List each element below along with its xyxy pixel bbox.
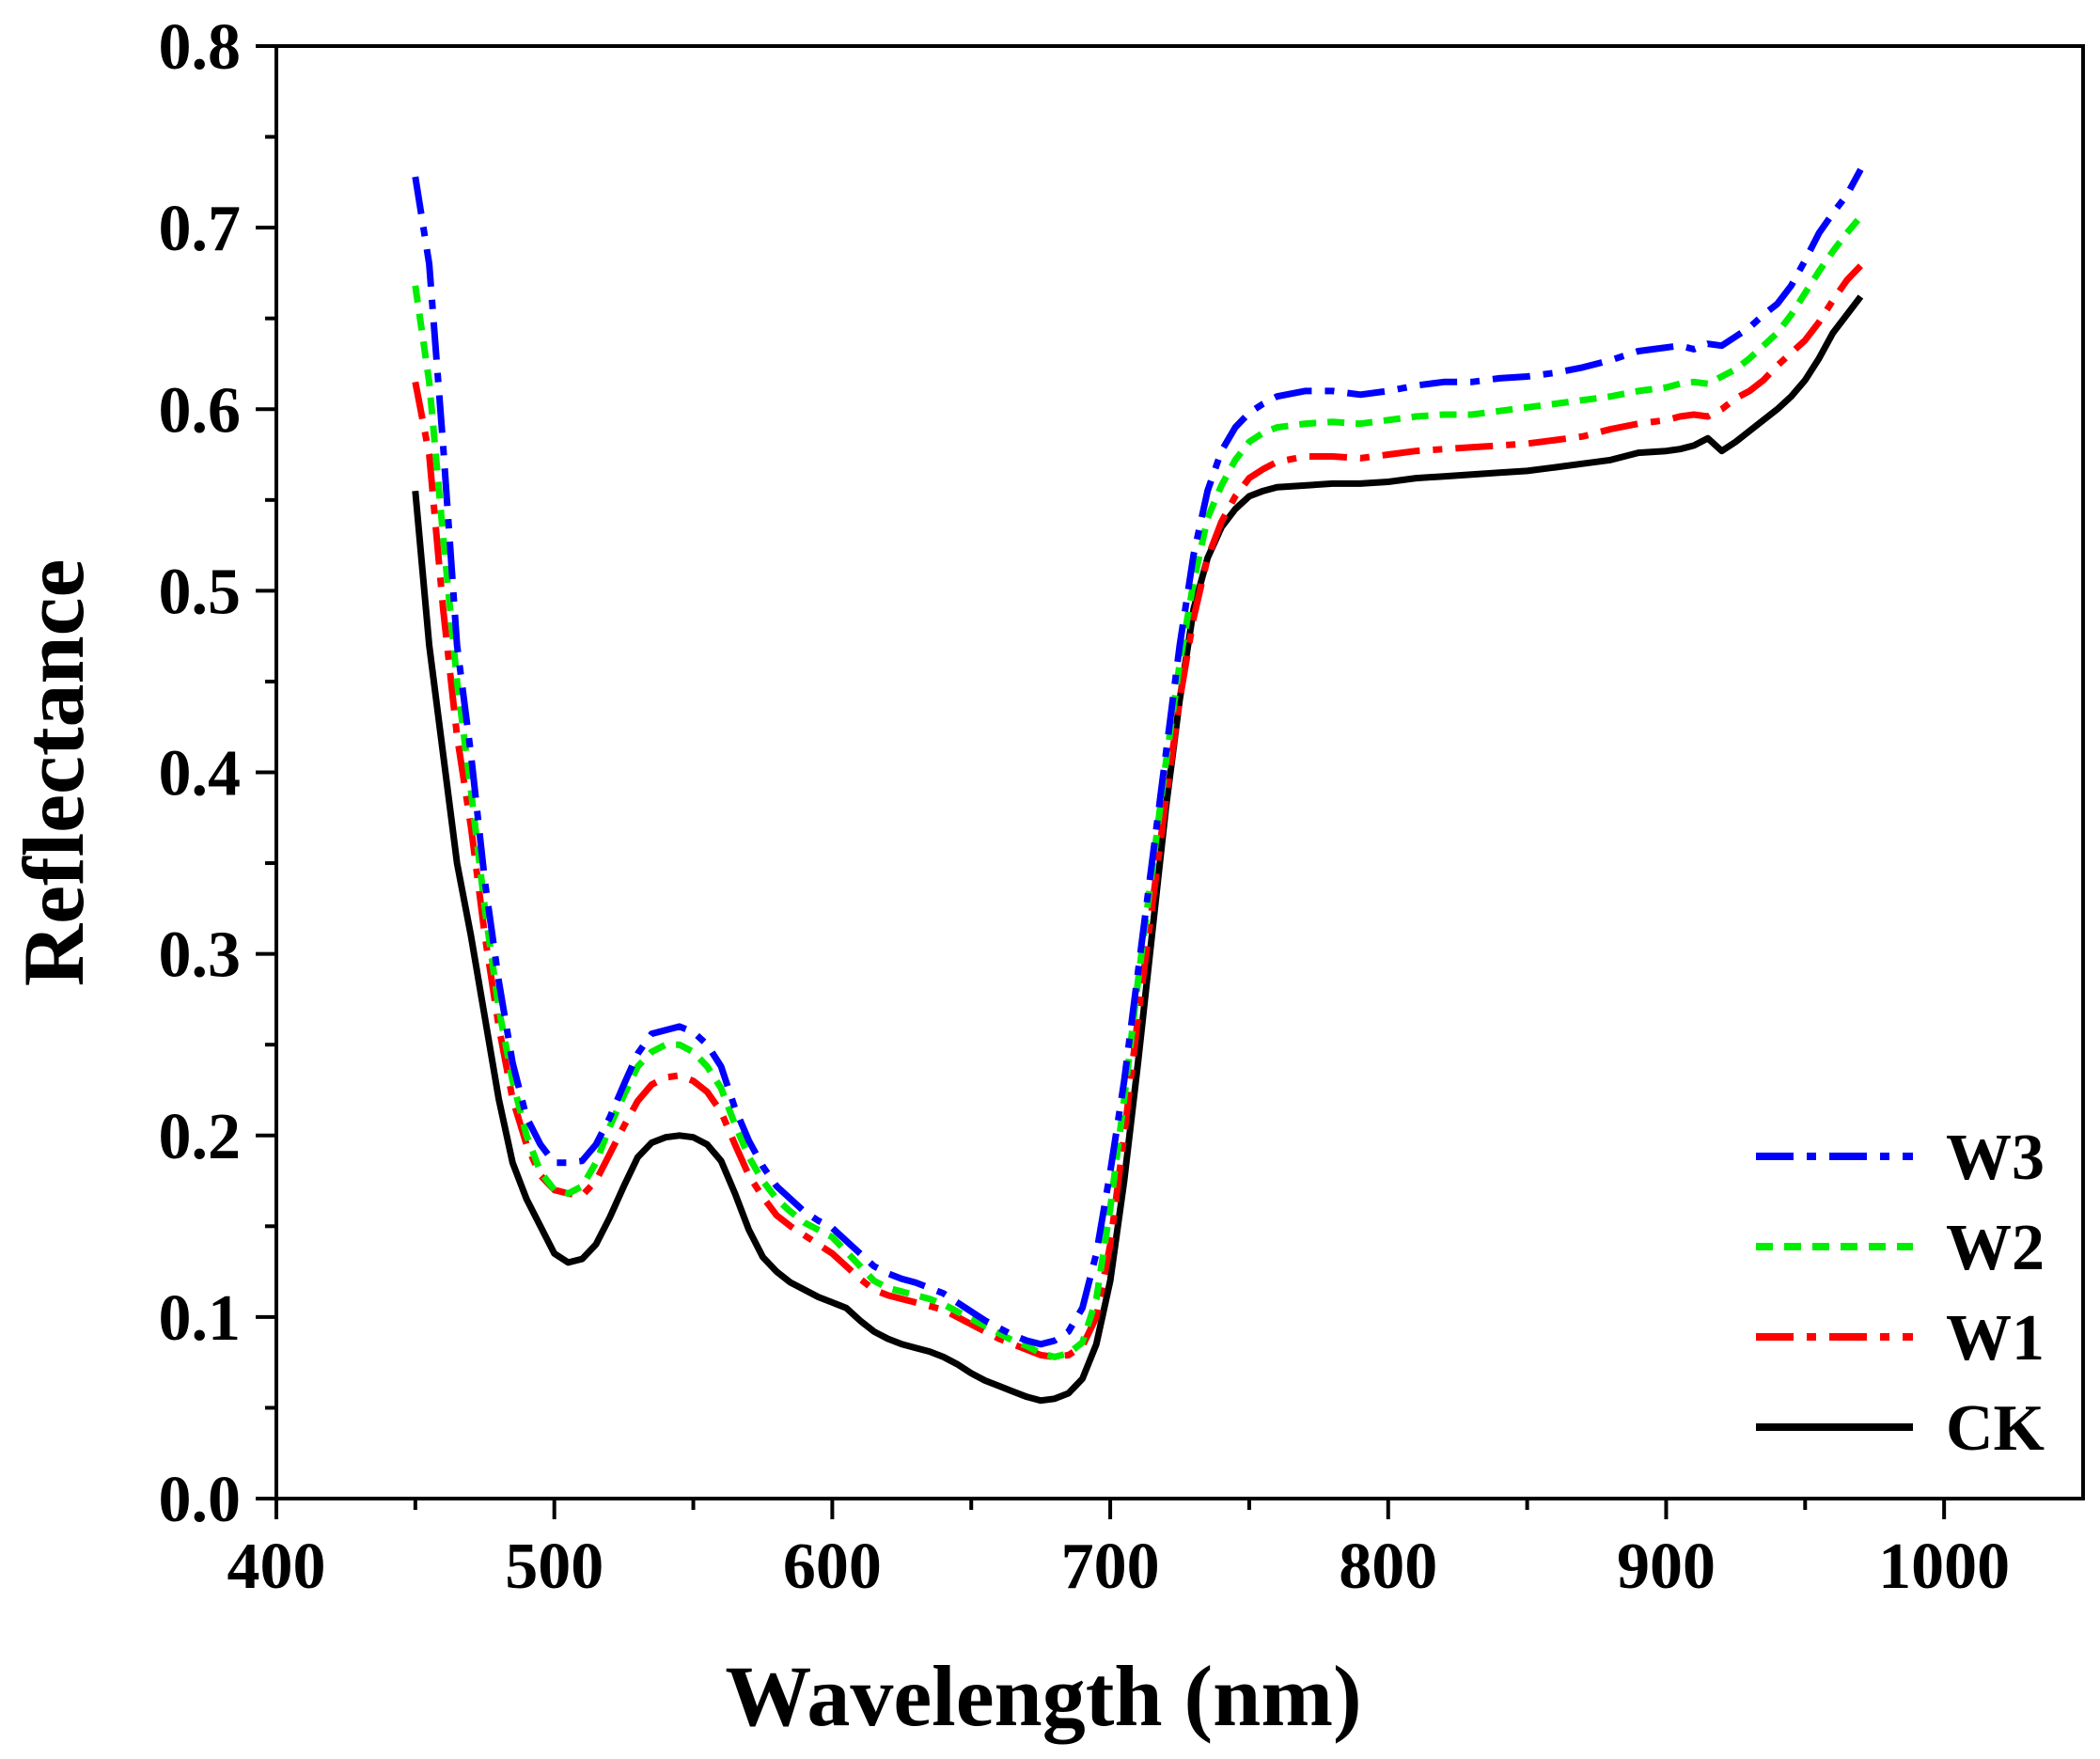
- y-axis-title: Reflectance: [6, 559, 102, 987]
- y-tick-label: 0.3: [159, 919, 242, 992]
- x-tick-label: 500: [505, 1531, 603, 1603]
- y-tick-label: 0.7: [159, 193, 242, 265]
- legend-label-w2: W2: [1946, 1212, 2045, 1284]
- series-line-ck: [412, 294, 1864, 1405]
- x-tick-label: 1000: [1878, 1531, 2010, 1603]
- x-tick-label: 400: [227, 1531, 326, 1603]
- series-line-w2: [412, 214, 1864, 1360]
- y-tick-label: 0.5: [159, 556, 242, 628]
- x-axis-title: Wavelength (nm): [725, 1648, 1361, 1744]
- y-tick-label: 0.1: [159, 1282, 242, 1355]
- y-tick-label: 0.0: [159, 1464, 242, 1536]
- x-tick-label: 800: [1339, 1531, 1437, 1603]
- plot-frame: [274, 44, 2085, 1500]
- x-tick-label: 700: [1061, 1531, 1160, 1603]
- y-tick-label: 0.2: [159, 1101, 242, 1173]
- legend-label-w1: W1: [1946, 1302, 2045, 1374]
- y-tick-label: 0.4: [159, 738, 242, 810]
- y-tick-label: 0.6: [159, 374, 242, 447]
- series-line-w3: [412, 167, 1864, 1348]
- series-lines: [412, 167, 1864, 1405]
- legend-label-w3: W3: [1946, 1122, 2045, 1194]
- tick-labels: 400 500 600 700 800 900 1000 0.0 0.1 0.2 0.3 0.4 0.5…: [159, 11, 2011, 1603]
- x-tick-label: 600: [783, 1531, 882, 1603]
- x-tick-label: 900: [1617, 1531, 1716, 1603]
- legend: W3 W2 W1 CK: [1756, 1122, 2045, 1465]
- series-line-w1: [412, 263, 1863, 1360]
- legend-label-ck: CK: [1946, 1392, 2045, 1465]
- y-tick-label: 0.8: [159, 11, 242, 84]
